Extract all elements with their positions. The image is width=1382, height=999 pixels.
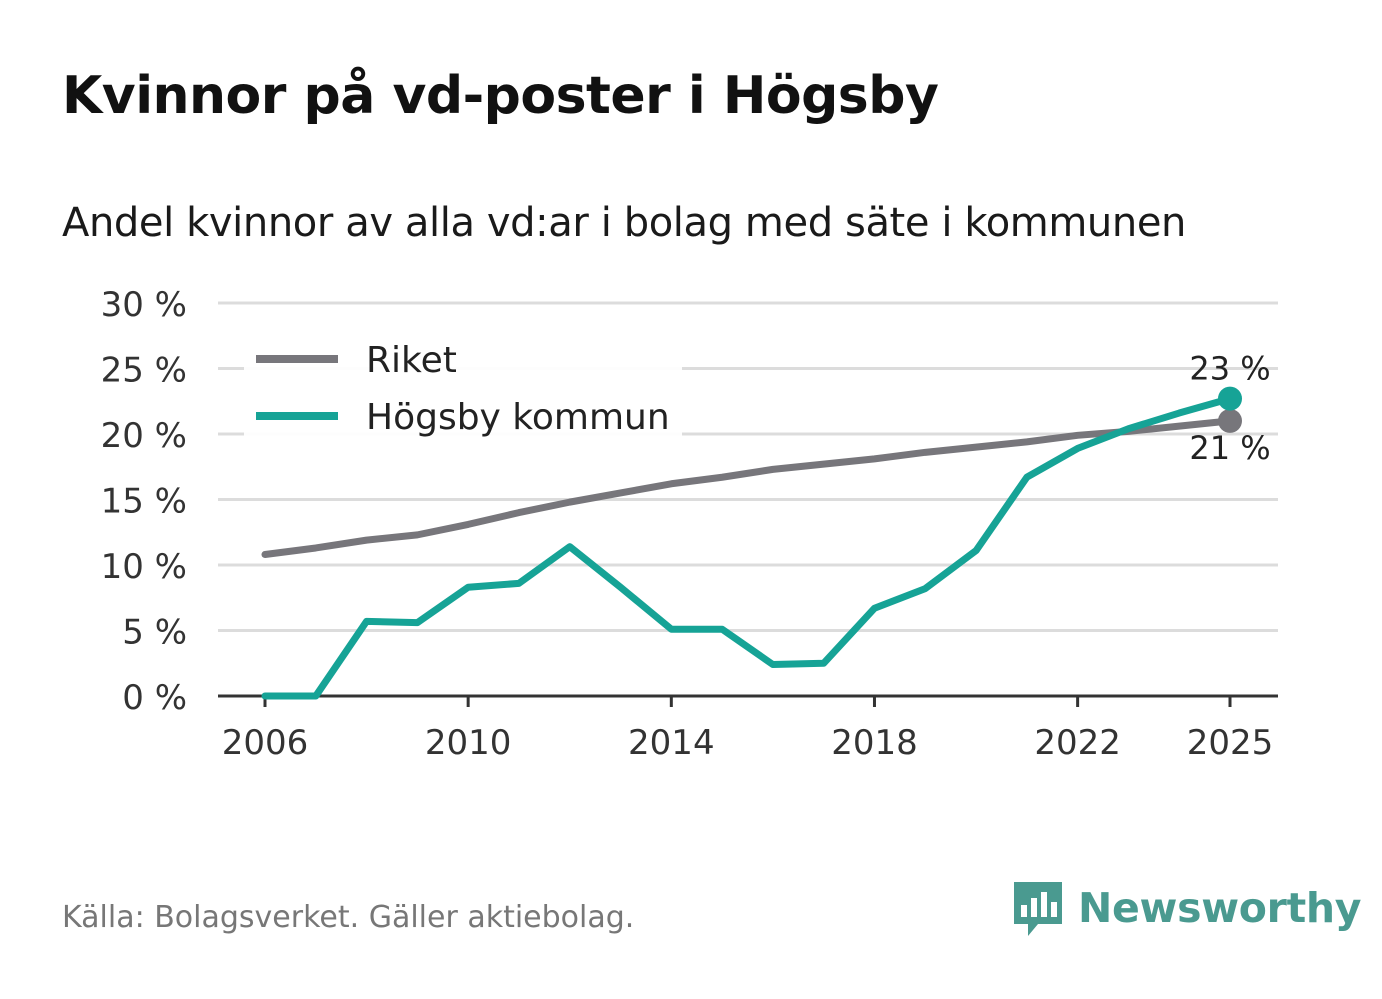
end-value-label: 21 % — [1189, 429, 1270, 467]
newsworthy-logo: Newsworthy — [1010, 878, 1361, 938]
x-tick-label: 2006 — [222, 723, 309, 763]
x-tick-label: 2025 — [1187, 723, 1274, 763]
y-tick-label: 5 % — [122, 613, 187, 653]
series-line-0 — [261, 417, 1234, 559]
end-labels: 21 % 23 % — [1189, 350, 1270, 467]
x-tick-label: 2010 — [425, 723, 512, 763]
x-tick-label: 2018 — [831, 723, 918, 763]
x-axis: 2006 2010 2014 2018 2022 2025 — [218, 694, 1278, 763]
series-lines — [261, 386, 1242, 700]
y-tick-label: 25 % — [101, 351, 187, 391]
legend-label: Riket — [366, 340, 457, 381]
y-tick-label: 20 % — [101, 416, 187, 456]
end-value-label: 23 % — [1189, 350, 1270, 388]
brand-name: Newsworthy — [1078, 884, 1362, 932]
legend-background — [244, 328, 682, 450]
x-tick-label: 2022 — [1034, 723, 1121, 763]
y-tick-label: 0 % — [122, 678, 187, 718]
end-marker-0 — [1218, 408, 1242, 433]
series-line-1 — [261, 395, 1234, 700]
y-axis-labels: 0 % 5 % 10 % 15 % 20 % 25 % 30 % — [101, 285, 187, 718]
y-tick-label: 15 % — [101, 482, 187, 522]
chart-title: Kvinnor på vd-poster i Högsby — [62, 66, 939, 126]
legend: Riket Högsby kommun — [244, 328, 682, 450]
x-tick-label: 2014 — [628, 723, 715, 763]
chart-subtitle: Andel kvinnor av alla vd:ar i bolag med … — [62, 200, 1186, 246]
y-tick-label: 30 % — [101, 285, 187, 325]
y-tick-label: 10 % — [101, 547, 187, 587]
newsworthy-logo-icon — [1014, 882, 1062, 936]
source-note: Källa: Bolagsverket. Gäller aktiebolag. — [62, 900, 635, 935]
legend-label: Högsby kommun — [366, 397, 670, 438]
end-marker-1 — [1218, 386, 1242, 411]
